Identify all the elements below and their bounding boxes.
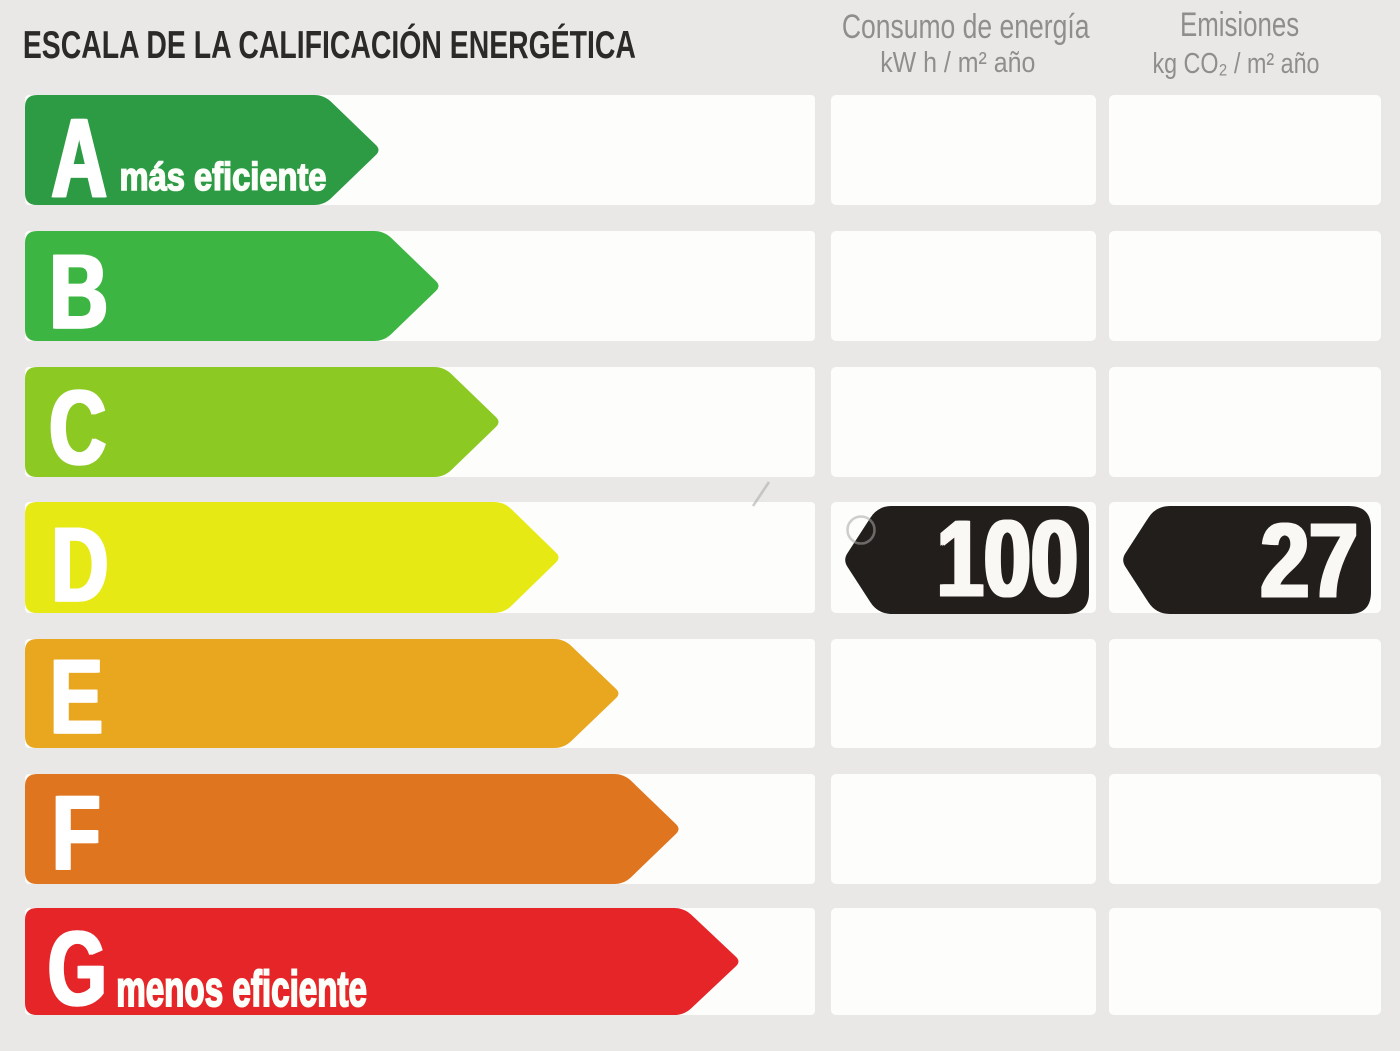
svg-text:F: F — [51, 774, 99, 892]
svg-text:Emisiones: Emisiones — [1180, 7, 1299, 44]
svg-text:27: 27 — [1259, 501, 1356, 620]
svg-text:más eficiente: más eficiente — [120, 155, 327, 198]
svg-text:A: A — [50, 97, 105, 222]
svg-text:G: G — [48, 910, 107, 1028]
svg-text:menos eficiente: menos eficiente — [116, 961, 367, 1016]
svg-text:E: E — [52, 638, 104, 756]
svg-text:kW h / m² año: kW h / m² año — [880, 46, 1035, 78]
svg-text:B: B — [48, 232, 106, 350]
svg-text:A: A — [52, 97, 107, 222]
svg-text:F: F — [52, 774, 100, 892]
svg-text:A: A — [53, 97, 108, 222]
svg-text:ESCALA DE LA CALIFICACIÓN ENER: ESCALA DE LA CALIFICACIÓN ENERGÉTICA — [23, 24, 636, 67]
svg-text:C: C — [49, 369, 106, 487]
svg-text:E: E — [50, 638, 102, 756]
svg-text:100: 100 — [935, 498, 1076, 620]
svg-text:27: 27 — [1262, 501, 1359, 620]
svg-text:B: B — [50, 232, 108, 350]
svg-text:Consumo de energía: Consumo de energía — [842, 8, 1090, 46]
svg-text:F: F — [54, 774, 102, 892]
svg-text:D: D — [53, 506, 110, 624]
svg-text:E: E — [49, 638, 101, 756]
svg-text:G: G — [49, 910, 108, 1028]
svg-text:D: D — [50, 506, 107, 624]
svg-text:100: 100 — [938, 498, 1079, 620]
svg-text:C: C — [48, 369, 105, 487]
svg-text:kg CO₂ / m² año: kg CO₂ / m² año — [1152, 47, 1319, 80]
svg-text:27: 27 — [1261, 501, 1358, 620]
svg-text:D: D — [52, 506, 109, 624]
svg-text:G: G — [47, 910, 106, 1028]
svg-text:B: B — [51, 232, 109, 350]
svg-text:C: C — [51, 369, 108, 487]
svg-text:100: 100 — [937, 498, 1078, 620]
